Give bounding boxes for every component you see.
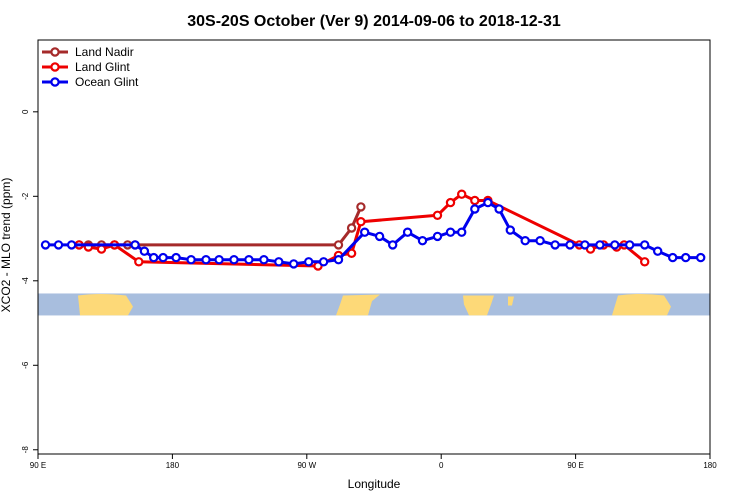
data-point [457, 227, 467, 237]
data-point [186, 255, 196, 265]
legend-item-0: Land Nadir [42, 45, 134, 59]
x-axis-label: Longitude [348, 477, 401, 491]
data-point [304, 257, 314, 267]
y-tick-label: 0 [21, 109, 30, 114]
data-point [550, 240, 560, 250]
ocean-band [38, 293, 710, 316]
data-point [244, 255, 254, 265]
data-point [388, 240, 398, 250]
data-point [346, 223, 357, 233]
legend-item-1: Land Glint [42, 60, 130, 74]
data-point [625, 240, 635, 250]
y-tick-label: -8 [21, 446, 30, 454]
data-point [259, 255, 269, 265]
data-point [483, 197, 493, 208]
data-point [640, 257, 650, 267]
data-point [201, 255, 211, 265]
data-point [360, 227, 370, 237]
data-point [580, 240, 590, 250]
data-point [130, 240, 140, 250]
legend-item-2: Ocean Glint [42, 75, 139, 89]
data-point [66, 240, 77, 250]
australia-land [78, 293, 133, 316]
data-point [318, 257, 329, 267]
y-tick-label: -2 [21, 192, 30, 200]
data-point [274, 257, 284, 267]
data-point [470, 195, 480, 206]
land-ocean-strip [38, 293, 710, 316]
legend-swatch-marker [50, 47, 60, 57]
data-point [505, 225, 515, 235]
madagascar-land [508, 296, 514, 306]
data-point [595, 240, 605, 250]
series-layer [40, 189, 706, 271]
legend-label: Land Nadir [75, 45, 134, 59]
data-point [148, 252, 159, 263]
data-point [333, 255, 344, 265]
data-point [565, 240, 575, 250]
y-tick-label: -4 [21, 277, 30, 285]
legend-swatch-marker [50, 62, 60, 72]
data-point [653, 246, 663, 256]
data-point [432, 210, 443, 220]
data-point [470, 204, 480, 214]
legend-label: Land Glint [75, 60, 130, 74]
data-point [494, 204, 504, 214]
data-point [53, 240, 64, 250]
x-axis: 90 E 180 90 W 0 90 E 180 [30, 454, 717, 470]
data-point [229, 255, 239, 265]
series-line-0 [79, 206, 363, 247]
data-point [346, 248, 357, 258]
data-point [681, 252, 691, 263]
legend-swatch-marker [50, 77, 60, 87]
data-point [445, 197, 456, 208]
y-tick-label: -6 [21, 361, 30, 369]
data-point [696, 252, 706, 263]
plot-frame [37, 39, 711, 455]
data-point [432, 231, 443, 242]
data-point [356, 216, 366, 227]
y-axis: 0 -2 -4 -6 -8 [21, 109, 38, 453]
data-point [139, 246, 150, 256]
data-point [158, 252, 168, 263]
data-point [40, 240, 51, 250]
data-point [289, 259, 299, 269]
data-point [214, 255, 224, 265]
data-point [535, 235, 545, 246]
data-point [457, 189, 467, 199]
x-tick-label: 0 [439, 461, 444, 470]
series-2 [40, 197, 706, 269]
data-point [417, 235, 428, 246]
data-point [402, 227, 413, 237]
x-tick-label: 90 W [297, 461, 316, 470]
data-point [171, 252, 181, 263]
data-point [445, 227, 456, 237]
data-point [96, 244, 107, 254]
africa-land [463, 295, 494, 316]
chart-title: 30S-20S October (Ver 9) 2014-09-06 to 20… [187, 13, 561, 30]
series-0 [74, 202, 366, 250]
data-point [520, 235, 530, 246]
australia-land-east [612, 293, 671, 316]
data-point [668, 252, 678, 263]
x-tick-label: 180 [166, 461, 180, 470]
data-point [356, 202, 366, 212]
south-america-land [336, 294, 380, 316]
data-point [640, 240, 650, 250]
legend-label: Ocean Glint [75, 75, 139, 89]
data-point [610, 240, 620, 250]
data-point [374, 231, 385, 242]
data-point [134, 257, 144, 267]
x-tick-label: 90 E [567, 461, 583, 470]
y-axis-label: XCO2 - MLO trend (ppm) [0, 178, 13, 313]
x-tick-label: 180 [703, 461, 717, 470]
data-point [333, 240, 344, 250]
x-tick-label: 90 E [30, 461, 46, 470]
